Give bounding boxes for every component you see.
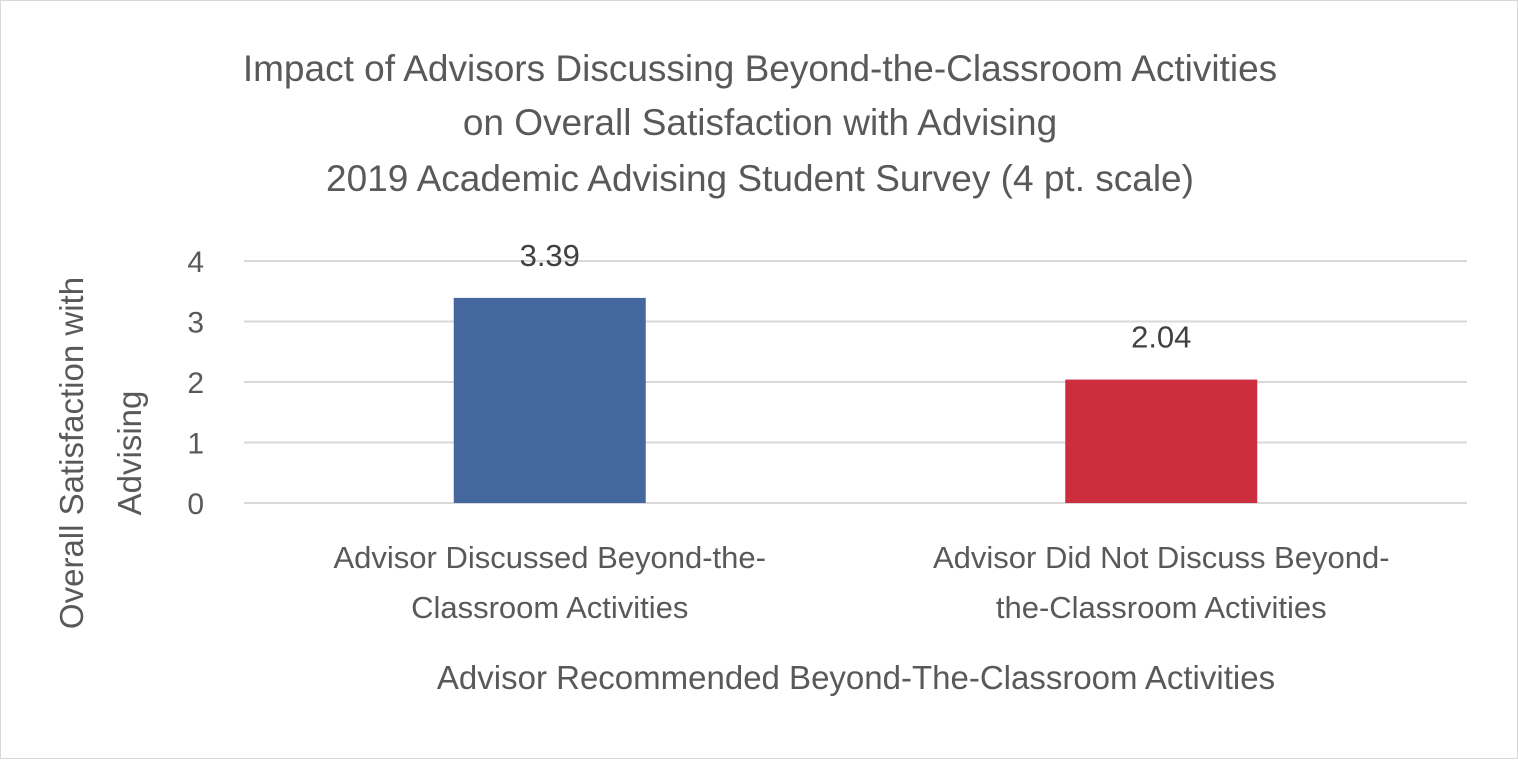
x-category-label: Classroom Activities	[411, 590, 688, 625]
x-category-label: Advisor Did Not Discuss Beyond-	[933, 540, 1390, 575]
gridlines	[244, 260, 1467, 504]
bar	[1065, 379, 1258, 503]
data-label: 3.39	[520, 238, 580, 273]
x-category-label: Advisor Discussed Beyond-the-	[334, 540, 766, 575]
y-tick-label: 4	[187, 246, 204, 279]
y-axis-ticks: 0 1 2 3 4	[187, 246, 204, 521]
y-tick-label: 1	[187, 428, 204, 461]
x-axis-title: Advisor Recommended Beyond-The-Classroom…	[437, 659, 1275, 696]
data-labels: 3.39 2.04	[520, 238, 1192, 355]
data-label: 2.04	[1131, 320, 1191, 355]
y-axis-title-line-2: Advising	[111, 391, 148, 516]
bar	[453, 297, 646, 503]
y-tick-label: 3	[187, 307, 204, 340]
y-tick-label: 2	[187, 367, 204, 400]
y-tick-label: 0	[187, 488, 204, 521]
category-labels: Advisor Discussed Beyond-the- Classroom A…	[334, 540, 1390, 625]
chart-title-line-3: 2019 Academic Advising Student Survey (4…	[326, 158, 1194, 199]
chart-title-line-1: Impact of Advisors Discussing Beyond-the…	[243, 48, 1277, 89]
chart-title: Impact of Advisors Discussing Beyond-the…	[243, 48, 1277, 199]
y-axis-title-line-1: Overall Satisfaction with	[53, 277, 90, 629]
chart-title-line-2: on Overall Satisfaction with Advising	[463, 102, 1057, 143]
y-axis-title: Overall Satisfaction with Advising	[53, 277, 148, 629]
x-category-label: the-Classroom Activities	[996, 590, 1327, 625]
bars	[453, 297, 1258, 503]
